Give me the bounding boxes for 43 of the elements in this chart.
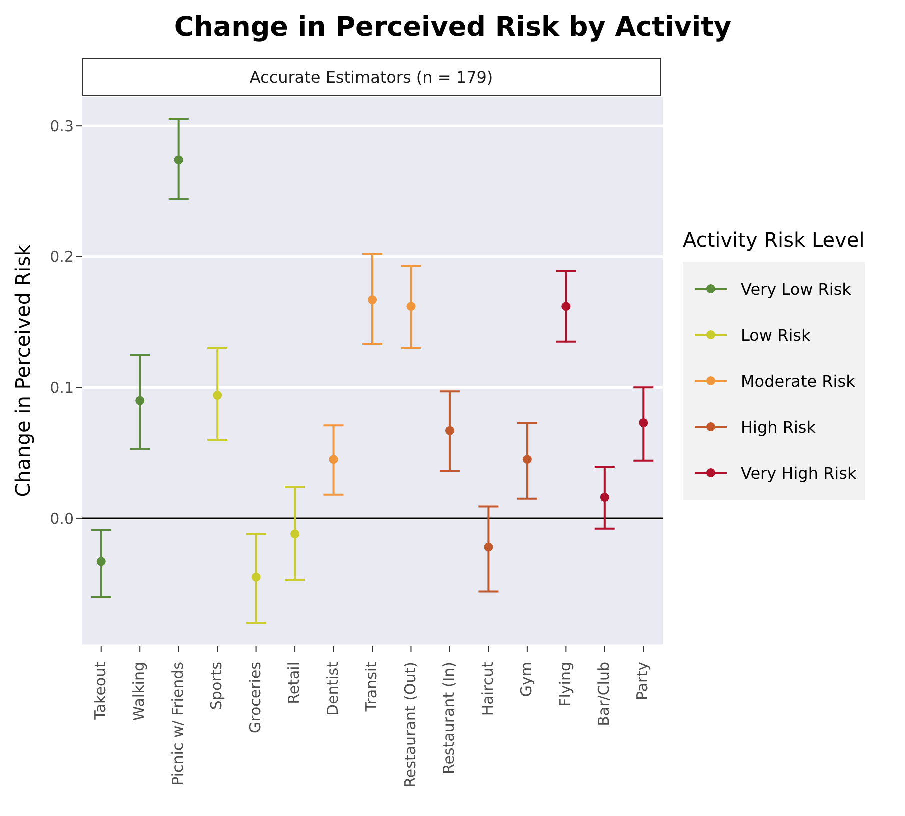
x-tick-label: Restaurant (Out) <box>401 662 420 788</box>
point <box>329 455 338 464</box>
x-tick-label: Gym <box>518 662 536 698</box>
chart-subtitle: Accurate Estimators (n = 179) <box>82 58 661 96</box>
x-tick-label: Haircut <box>478 662 497 716</box>
point <box>213 391 222 400</box>
point <box>406 302 416 312</box>
x-tick-label: Bar/Club <box>594 662 614 726</box>
point <box>484 542 494 552</box>
x-tick-label: Walking <box>130 662 148 722</box>
legend-label: Low Risk <box>740 324 812 346</box>
x-tick-label: Party <box>634 662 652 700</box>
point <box>522 455 532 464</box>
legend-label: Moderate Risk <box>740 370 856 392</box>
point <box>290 530 300 539</box>
legend-title: Activity Risk Level <box>683 228 865 252</box>
x-tick-label: Sports <box>208 662 226 710</box>
chart-title: Change in Perceived Risk by Activity <box>173 11 733 45</box>
x-tick-label: Takeout <box>91 662 110 721</box>
legend-label: Very Low Risk <box>740 278 852 300</box>
point <box>562 302 571 312</box>
x-tick-label: Transit <box>362 662 381 713</box>
point <box>600 493 610 502</box>
x-tick-label: Retail <box>285 662 304 704</box>
y-tick-label: 0.2 <box>50 248 74 266</box>
x-tick-label: Groceries <box>246 662 264 734</box>
x-tick-label: Picnic w/ Friends <box>168 662 187 786</box>
legend-label: High Risk <box>740 416 818 438</box>
point <box>174 156 184 165</box>
point <box>252 572 261 582</box>
point <box>368 296 377 305</box>
y-axis-title: Change in Perceived Risk <box>11 244 36 498</box>
x-tick-label: Restaurant (In) <box>440 662 458 775</box>
x-tick-label: Flying <box>556 662 574 707</box>
legend-label: Very High Risk <box>740 462 857 484</box>
point <box>136 396 145 406</box>
y-tick-label: 0.0 <box>50 510 74 528</box>
x-tick-label: Dentist <box>324 662 342 716</box>
point <box>445 426 454 436</box>
y-tick-label: 0.1 <box>50 379 74 397</box>
y-tick-label: 0.3 <box>50 117 74 136</box>
point <box>96 557 106 566</box>
point <box>639 418 648 428</box>
